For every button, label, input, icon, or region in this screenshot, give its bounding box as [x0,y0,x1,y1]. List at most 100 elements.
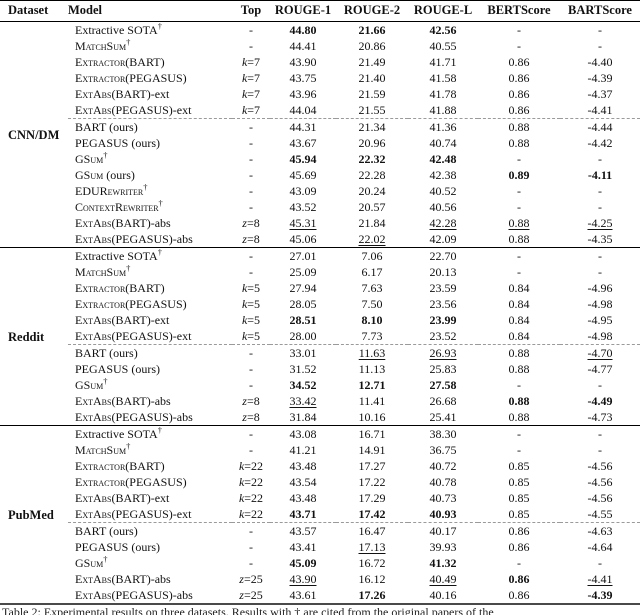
dataset-section: Reddit Extractive SOTA† -27.01 7.06 22.70- - M… [0,247,640,426]
metric-cell: - [517,556,521,570]
model-cell: Extractive SOTA† [68,22,232,39]
top-cell: - [249,23,253,37]
metric-cell: 43.52 [289,200,317,214]
table-row: BART (ours) -43.57 16.47 40.17 0.86 -4.63 [0,522,640,539]
table-row: MatchSum† - 41.21 14.91 36.75 - - [0,442,640,458]
top-cell: - [249,39,253,53]
model-name: ExtAbs(PEGASUS) [75,329,173,343]
metric-cell: 0.86 [508,87,530,101]
metric-cell: 42.28 [429,216,457,230]
model-cell: ExtAbs(PEGASUS)-ext [68,328,232,345]
metric-cell: 43.61 [289,588,317,602]
dagger-mark: † [103,377,108,386]
model-suffix: -ext [150,87,170,101]
model-name: ExtAbs(BART) [75,394,151,408]
metric-cell: 43.71 [289,507,317,521]
model-name: PEGASUS (ours) [75,136,161,150]
metric-cell: 38.30 [408,425,478,442]
table-row: Extractor(BART) k=7 43.90 21.49 41.71 0.86 -4.… [0,54,640,70]
metric-cell: 0.88 [508,410,530,424]
top-cell: - [232,425,270,442]
model-suffix: -abs [150,394,171,408]
table-row: CNN/DM Extractive SOTA† - 44.80 21.66 42.56 - - [0,22,640,142]
top-cell: k=22 [238,491,264,505]
metric-cell: -4.41 [587,572,613,586]
metric-cell: 43.48 [289,459,317,473]
metric-cell: 33.01 [270,344,336,361]
metric-cell: - [517,200,521,214]
metric-cell: -4.56 [587,459,613,473]
metric-cell: 40.73 [429,491,457,505]
metric-cell: -4.39 [587,588,613,602]
metric-cell: 40.16 [429,588,457,602]
model-name: ExtAbs(BART) [75,572,151,586]
model-name: Extractor(PEGASUS) [75,297,187,311]
metric-cell: - [517,23,521,37]
top-cell: - [249,540,253,554]
dagger-mark: † [103,151,108,160]
table-row: Extractor(PEGASUS) k=7 43.75 21.40 41.58 0.86… [0,70,640,86]
model-name: PEGASUS (ours) [75,362,161,376]
table-row: Extractor(BART) k=5 27.94 7.63 23.59 0.84 -4.9… [0,280,640,296]
table-row: BART (ours) -33.01 11.63 26.93 0.88 -4.70 [0,344,640,361]
model-suffix: -ext [172,507,192,521]
metric-cell: -4.41 [587,103,613,117]
metric-cell: 0.84 [508,297,530,311]
metric-cell: 33.42 [289,394,317,408]
model-name: ExtAbs(BART) [75,491,151,505]
metric-cell: 0.86 [478,522,560,539]
model-cell: ExtAbs(BART)-abs [68,215,232,231]
top-cell: - [232,522,270,539]
col-header-bertscore: BERTScore [487,3,551,17]
model-name: Extractor(PEGASUS) [75,71,187,85]
top-cell: - [249,443,253,457]
metric-cell: 40.52 [429,184,457,198]
metric-cell: 43.48 [289,491,317,505]
model-suffix: -ext [150,491,170,505]
metric-cell: -4.63 [560,522,640,539]
dagger-mark: † [158,199,163,208]
top-cell: z=8 [242,394,260,408]
metric-cell: 20.86 [358,39,386,53]
dataset-section: CNN/DM Extractive SOTA† -44.80 21.66 42.56- -… [0,22,640,248]
metric-cell: 40.93 [429,507,457,521]
top-cell: k=5 [241,329,261,343]
metric-cell: 21.34 [336,118,408,135]
top-cell: - [249,200,253,214]
model-cell: Extractor(BART) [68,54,232,70]
model-cell: ExtAbs(BART)-abs [68,571,232,587]
table-row: Extractor(PEGASUS) k=22 43.54 17.22 40.78 0.8… [0,474,640,490]
metric-cell: -4.70 [560,344,640,361]
model-name: ExtAbs(PEGASUS) [75,507,173,521]
table-row: ExtAbs(BART)-abs z=8 45.31 21.84 42.28 0.88 -4… [0,215,640,231]
metric-cell: 41.71 [429,55,457,69]
metric-cell: 10.16 [358,410,386,424]
top-cell: z=25 [239,572,263,586]
metric-cell: - [598,265,602,279]
col-header-model: Model [68,3,103,17]
metric-cell: 44.41 [289,39,317,53]
metric-cell: - [517,39,521,53]
model-name: EDURewriter [75,184,144,198]
model-suffix: -abs [150,216,171,230]
metric-cell: 27.94 [289,281,317,295]
metric-cell: - [598,39,602,53]
metric-cell: -4.44 [560,118,640,135]
dataset-label: PubMed [0,425,68,604]
table-row: PEGASUS (ours) - 31.52 11.13 25.83 0.88 -4.77 [0,361,640,377]
metric-cell: 23.56 [429,297,457,311]
metric-cell: -4.40 [587,55,613,69]
metric-cell: - [560,247,640,264]
model-suffix: -ext [150,313,170,327]
model-name: MatchSum [75,39,127,53]
model-name: MatchSum [75,443,127,457]
metric-cell: 0.88 [508,362,530,376]
model-cell: ExtAbs(PEGASUS)-abs [68,587,232,604]
dataset-section: PubMed Extractive SOTA† -43.08 16.71 38.30- -… [0,425,640,604]
table-row: PubMed Extractive SOTA† -43.08 16.71 38.30- - [0,425,640,604]
metric-cell: 40.78 [429,475,457,489]
model-suffix: -abs [172,232,193,246]
model-name: Extractor(BART) [75,281,165,295]
